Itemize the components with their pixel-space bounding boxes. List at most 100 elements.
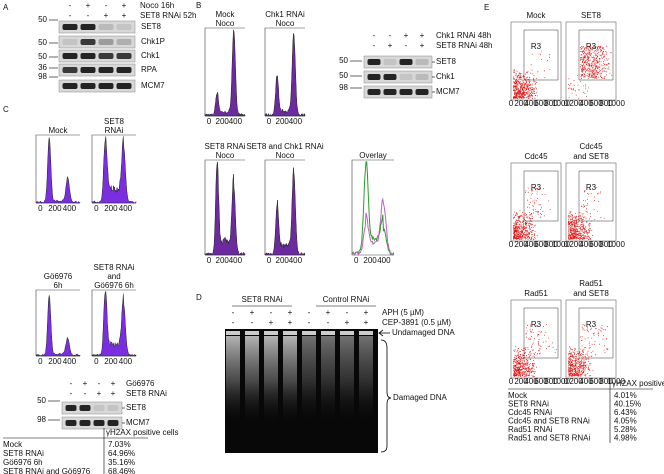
treatment-sign: -	[373, 41, 376, 50]
table-cell: 64.96%	[108, 449, 135, 458]
histogram-fill	[264, 167, 306, 256]
plot-title: Rad51	[579, 279, 603, 288]
histogram-frame	[91, 134, 136, 203]
blot-strip	[58, 79, 136, 93]
treatment-sign: -	[232, 318, 235, 327]
panel-label: D	[196, 293, 202, 302]
histogram-frame	[204, 27, 245, 116]
plot-tick: 1000	[552, 377, 570, 386]
plot-tick: 400	[524, 240, 538, 249]
blot-band	[79, 420, 91, 426]
group-label: SET8 RNAi	[242, 295, 283, 304]
gate	[578, 29, 614, 81]
blot-band	[415, 59, 429, 65]
plot-tick: 200	[514, 240, 528, 249]
histogram-frame	[91, 289, 136, 356]
plot-tick: 600	[589, 240, 603, 249]
blot-band	[116, 67, 132, 73]
histogram-tick: 400	[289, 117, 303, 126]
treatment-label: CEP-3891 (0.5 µM)	[382, 318, 451, 327]
histogram-tick: 400	[229, 256, 243, 265]
histogram-frame	[35, 289, 80, 356]
plot-tick: 200	[514, 377, 528, 386]
blot-band	[399, 74, 413, 80]
band-label: Chk1P	[141, 37, 165, 46]
blot-band	[98, 24, 114, 30]
blot-band	[107, 405, 119, 411]
plot-title: Rad51	[524, 289, 548, 298]
brace	[380, 339, 392, 453]
gate	[578, 170, 614, 222]
table-header: γH2AX positive cells	[612, 379, 664, 388]
table-cell: SET8 RNAi	[508, 400, 549, 409]
blot-band	[79, 405, 91, 411]
histogram-title: Noco	[216, 151, 235, 160]
histogram-frame	[351, 159, 394, 255]
plot-frame	[565, 299, 617, 379]
plot-tick: 600	[589, 377, 603, 386]
treatment-label: SET8 RNAi	[126, 389, 167, 398]
blot-band	[80, 24, 96, 30]
gel-smear	[340, 336, 354, 426]
blot-band	[65, 405, 77, 411]
gel-well	[302, 331, 316, 335]
table-cell: 7.03%	[108, 440, 131, 449]
plot-tick: 1000	[552, 240, 570, 249]
table-cell: 5.28%	[614, 425, 637, 434]
plot-tick: 800	[544, 377, 558, 386]
histogram-title: Mock	[215, 10, 235, 19]
gate	[578, 307, 614, 359]
treatment-sign: -	[308, 318, 311, 327]
mw-marker: 50	[38, 38, 47, 47]
mw-marker: 50	[339, 71, 348, 80]
arrow	[378, 329, 390, 337]
events	[568, 45, 613, 99]
blot-band	[80, 83, 96, 89]
events	[513, 324, 557, 377]
gel-well	[359, 331, 373, 335]
treatment-sign: -	[69, 1, 72, 10]
treatment-label: APH (5 µM)	[382, 308, 424, 317]
band-label: MCM7	[126, 418, 150, 427]
gel-smear	[283, 336, 297, 426]
mw-marker: 50	[38, 52, 47, 61]
blot-band	[98, 67, 114, 73]
treatment-label: SET8 RNAi 52h	[140, 11, 196, 20]
treatment-sign: -	[308, 308, 311, 317]
treatment-sign: -	[70, 379, 73, 388]
mw-marker: 98	[339, 83, 348, 92]
treatment-sign: -	[327, 318, 330, 327]
blot-strip	[58, 20, 136, 34]
overlay-trace	[351, 197, 395, 256]
treatment-label: Chk1 RNAi 48h	[436, 31, 491, 40]
histogram-title: SET8 and Chk1 RNAi	[246, 142, 324, 151]
gate-label: R3	[586, 183, 597, 192]
blot-band	[399, 59, 413, 65]
overlay-trace	[351, 161, 395, 256]
plot-frame	[510, 299, 562, 379]
histogram-title: Mock	[48, 126, 68, 135]
plot-tick: 1000	[607, 99, 625, 108]
table-cell: Mock	[3, 440, 23, 449]
histogram-tick: 0	[354, 256, 359, 265]
plot-tick: 1000	[607, 377, 625, 386]
treatment-sign: +	[326, 308, 331, 317]
histogram-tick: 200	[48, 357, 62, 366]
treatment-sign: +	[364, 308, 369, 317]
blot-band	[107, 420, 119, 426]
blot-band	[383, 74, 397, 80]
blot-band	[62, 39, 78, 45]
plot-tick: 200	[569, 99, 583, 108]
blot-band	[62, 67, 78, 73]
gel-smear	[226, 336, 240, 426]
histogram-tick: 0	[94, 357, 99, 366]
blot-band	[415, 89, 429, 95]
mw-marker: 50	[37, 396, 46, 405]
gel-well	[321, 331, 335, 335]
blot-band	[116, 83, 132, 89]
treatment-sign: -	[70, 389, 73, 398]
table-cell: SET8 RNAi	[3, 449, 44, 458]
treatment-sign: -	[84, 389, 87, 398]
histogram-fill	[91, 290, 137, 357]
gel-smear	[264, 336, 278, 426]
